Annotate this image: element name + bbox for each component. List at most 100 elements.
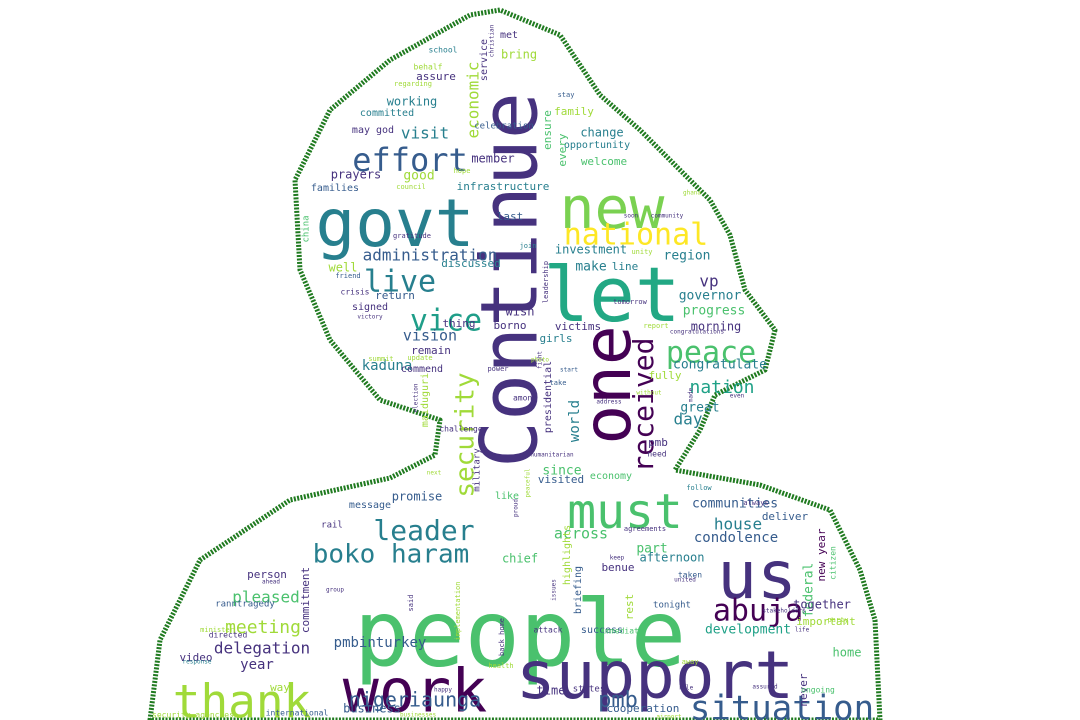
cloud-word: assured xyxy=(752,684,778,691)
cloud-word: part xyxy=(636,542,667,557)
cloud-word: victory xyxy=(357,314,383,321)
cloud-word: ghana xyxy=(683,190,701,197)
cloud-word: delegation xyxy=(214,639,310,658)
cloud-word: abuja xyxy=(713,594,803,629)
cloud-word: signed xyxy=(352,302,388,313)
cloud-word: Continue xyxy=(465,92,555,468)
cloud-word: pleased xyxy=(232,588,299,607)
cloud-word: region xyxy=(664,249,711,264)
cloud-word: change xyxy=(580,126,623,140)
cloud-word: bring xyxy=(501,48,537,62)
cloud-word: community xyxy=(651,213,684,220)
cloud-word: fully xyxy=(648,369,681,382)
cloud-word: kaduna xyxy=(362,358,413,374)
cloud-word: friend xyxy=(335,272,360,280)
cloud-word: made xyxy=(688,387,695,402)
cloud-word: benue xyxy=(601,561,634,574)
cloud-word: visit xyxy=(401,124,449,143)
cloud-word: nation xyxy=(689,377,754,398)
cloud-word: behalf xyxy=(414,63,443,72)
cloud-word: attack xyxy=(534,626,563,635)
cloud-word: federal xyxy=(802,563,817,618)
cloud-word: issues xyxy=(551,579,558,601)
cloud-word: work xyxy=(343,657,488,720)
cloud-word: cooperation xyxy=(607,702,680,715)
cloud-word: presidential xyxy=(543,361,554,433)
cloud-word: summit xyxy=(368,355,393,363)
cloud-word: assure xyxy=(416,70,456,83)
cloud-word: make xyxy=(575,260,606,275)
cloud-word: citizen xyxy=(829,546,838,580)
cloud-word: live xyxy=(364,265,436,300)
cloud-word: china xyxy=(302,215,312,242)
cloud-word: next xyxy=(427,470,442,477)
cloud-word: good xyxy=(403,169,434,184)
cloud-word: met xyxy=(500,30,518,41)
cloud-word: christian xyxy=(489,24,496,57)
cloud-word: implementation xyxy=(454,581,462,640)
cloud-word: response xyxy=(183,659,212,666)
cloud-word: directed xyxy=(209,631,248,640)
cloud-word: promise xyxy=(392,490,443,504)
cloud-word: security xyxy=(451,372,481,497)
cloud-word: well xyxy=(329,261,358,275)
cloud-word: economic xyxy=(464,61,483,138)
cloud-word: committed xyxy=(360,108,414,119)
cloud-word: morning xyxy=(691,320,742,334)
cloud-word: school xyxy=(429,46,458,55)
cloud-word: minister xyxy=(200,626,234,634)
cloud-word: opportunity xyxy=(564,140,630,151)
cloud-word: keep xyxy=(610,555,625,562)
cloud-word: among xyxy=(513,394,537,403)
cloud-word: let xyxy=(543,250,680,339)
cloud-word: new year xyxy=(815,528,828,581)
cloud-word: girls xyxy=(539,332,572,345)
cloud-word: us xyxy=(717,537,796,614)
cloud-word: humanitarian xyxy=(530,452,574,459)
cloud-word: day xyxy=(674,410,703,429)
cloud-word: pmbinturkey xyxy=(334,635,427,651)
cloud-word: peaceful xyxy=(525,468,532,497)
cloud-word: ranntragedy xyxy=(215,600,275,610)
cloud-word: health xyxy=(488,662,513,670)
cloud-word: received xyxy=(627,338,660,473)
cloud-word: unity xyxy=(631,248,652,256)
cloud-word: investment xyxy=(555,243,627,257)
cloud-word: soon xyxy=(624,213,639,220)
cloud-word: victims xyxy=(555,320,601,333)
cloud-word: address xyxy=(596,399,622,406)
cloud-word: party xyxy=(827,616,848,624)
cloud-word: happy xyxy=(434,687,452,694)
cloud-word: stakeholders xyxy=(762,608,806,615)
cloud-word: proud xyxy=(513,499,520,517)
cloud-word: follow xyxy=(686,484,712,492)
cloud-word: great xyxy=(680,401,719,416)
cloud-word: situation xyxy=(690,689,874,720)
cloud-word: regarding xyxy=(394,80,432,88)
cloud-word: briefing xyxy=(573,566,584,614)
cloud-word: commend xyxy=(401,364,443,375)
cloud-word: success xyxy=(581,625,623,636)
cloud-word: agreements xyxy=(624,525,666,533)
cloud-word: person xyxy=(247,568,287,581)
cloud-word: remain xyxy=(411,344,451,357)
cloud-word: crisis xyxy=(341,288,370,297)
cloud-word: hope xyxy=(454,167,471,175)
cloud-word: thank xyxy=(173,675,311,720)
cloud-word: support xyxy=(516,637,794,714)
cloud-word: update xyxy=(407,354,432,362)
cloud-word: families xyxy=(311,183,359,194)
cloud-word: house xyxy=(714,515,762,534)
cloud-word: report xyxy=(643,322,668,330)
cloud-word: infrastructure xyxy=(457,180,550,193)
cloud-word: service xyxy=(479,39,490,81)
cloud-word: fight xyxy=(537,351,544,369)
cloud-word: return xyxy=(375,289,415,302)
cloud-word: governor xyxy=(679,289,742,304)
cloud-word: visited xyxy=(538,473,584,486)
cloud-word: stay xyxy=(558,91,575,99)
cloud-word: effort xyxy=(352,141,468,179)
cloud-word: even xyxy=(730,393,745,400)
cloud-word: immediate xyxy=(600,627,644,636)
